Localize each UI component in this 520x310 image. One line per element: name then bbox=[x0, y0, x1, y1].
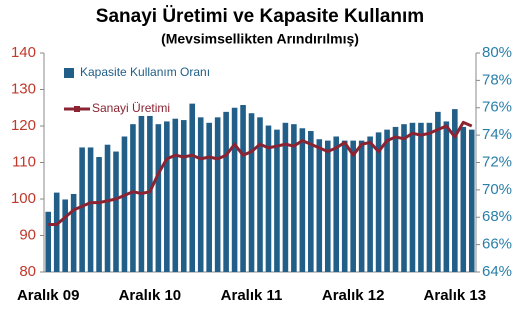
bar bbox=[231, 107, 238, 272]
bar bbox=[341, 140, 348, 272]
bar bbox=[223, 111, 229, 272]
chart-title: Sanayi Üretimi ve Kapasite Kullanım bbox=[96, 6, 424, 27]
bar bbox=[130, 124, 136, 272]
bar bbox=[96, 157, 102, 272]
y-tick-label: 140 bbox=[11, 44, 36, 61]
bar bbox=[316, 139, 323, 272]
bar bbox=[409, 122, 416, 273]
bar bbox=[435, 111, 441, 272]
legend-label: Sanayi Üretimi bbox=[92, 101, 170, 115]
bar bbox=[164, 121, 170, 272]
bar bbox=[299, 128, 306, 272]
bar bbox=[324, 140, 331, 272]
x-tick-label: Aralık 12 bbox=[322, 287, 385, 304]
y2-tick-label: 76% bbox=[482, 99, 512, 116]
bar bbox=[121, 136, 128, 272]
bar bbox=[197, 117, 204, 272]
y2-tick-label: 80% bbox=[482, 44, 512, 61]
bar bbox=[70, 193, 77, 272]
bar bbox=[401, 124, 407, 272]
y-tick-label: 130 bbox=[11, 80, 36, 97]
bar bbox=[291, 124, 297, 272]
y2-tick-label: 70% bbox=[482, 181, 512, 198]
bar bbox=[468, 129, 475, 272]
bar bbox=[62, 199, 68, 272]
legend-swatch bbox=[74, 106, 80, 112]
legend-label: Kapasite Kullanım Oranı bbox=[80, 65, 210, 79]
line bbox=[48, 120, 473, 227]
bar bbox=[375, 132, 382, 272]
y2-tick-label: 74% bbox=[482, 126, 512, 143]
bar bbox=[452, 109, 458, 273]
y2-tick-label: 72% bbox=[482, 153, 512, 170]
x-tick-label: Aralık 13 bbox=[424, 287, 487, 304]
bar bbox=[350, 140, 356, 272]
bar bbox=[333, 136, 340, 272]
x-tick-label: Aralık 11 bbox=[221, 287, 283, 304]
bar bbox=[426, 122, 433, 273]
bar bbox=[45, 211, 52, 272]
bar bbox=[392, 126, 399, 272]
bar bbox=[460, 126, 467, 272]
y-tick-label: 120 bbox=[11, 117, 36, 134]
bar bbox=[189, 103, 196, 272]
bar bbox=[240, 105, 246, 272]
bar bbox=[147, 115, 153, 273]
bar bbox=[214, 117, 221, 272]
y-tick-label: 100 bbox=[11, 190, 36, 207]
chart-subtitle: (Mevsimsellikten Arındırılmış) bbox=[161, 31, 359, 47]
bar bbox=[282, 122, 289, 273]
legend-swatch bbox=[64, 68, 74, 78]
bar bbox=[443, 121, 450, 272]
bar bbox=[274, 129, 280, 272]
bar bbox=[367, 136, 373, 272]
bar bbox=[358, 140, 365, 272]
bar bbox=[265, 125, 272, 272]
bar bbox=[180, 120, 187, 272]
bar bbox=[113, 151, 119, 272]
bar bbox=[104, 144, 111, 272]
bar bbox=[257, 117, 263, 272]
y-tick-label: 80 bbox=[19, 263, 36, 280]
bar bbox=[384, 129, 390, 272]
bar bbox=[79, 147, 85, 272]
y2-tick-label: 78% bbox=[482, 71, 512, 88]
x-tick-label: Aralık 09 bbox=[17, 287, 80, 304]
y-tick-label: 90 bbox=[19, 226, 36, 243]
y2-tick-label: 64% bbox=[482, 263, 512, 280]
y2-tick-label: 68% bbox=[482, 208, 512, 225]
x-tick-label: Aralık 10 bbox=[119, 287, 182, 304]
y2-tick-label: 66% bbox=[482, 236, 512, 253]
bar bbox=[172, 118, 179, 272]
bar bbox=[248, 113, 255, 272]
bar bbox=[53, 192, 60, 272]
bar bbox=[87, 147, 94, 272]
bar bbox=[155, 124, 162, 272]
y-tick-label: 110 bbox=[12, 153, 36, 170]
bar bbox=[308, 131, 314, 272]
bar bbox=[418, 122, 424, 273]
bar bbox=[206, 122, 212, 273]
